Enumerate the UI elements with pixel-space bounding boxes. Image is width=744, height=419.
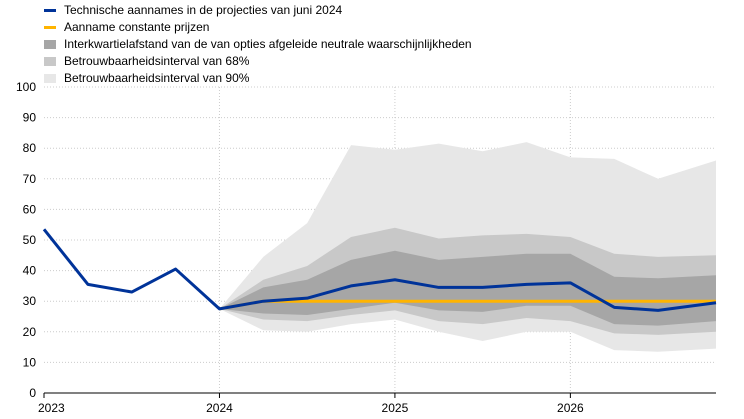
legend-label-projection: Technische aannames in de projecties van…: [64, 3, 343, 17]
legend-label-ci68: Betrouwbaarheidsinterval van 68%: [64, 54, 250, 68]
legend-swatch-ci90: [44, 74, 56, 83]
legend-swatch-projection: [44, 9, 56, 12]
y-tick-label-50: 50: [23, 233, 37, 247]
legend-swatch-constant: [44, 26, 56, 29]
y-tick-label-90: 90: [23, 111, 37, 125]
axes: 0 10 20 30 40 50 60 70 80 90 100 2023 2024 2025 2026: [16, 80, 716, 415]
series-lines: [42, 228, 717, 312]
y-tick-label-30: 30: [23, 294, 37, 308]
y-tick-label-40: 40: [23, 264, 37, 278]
y-tick-label-20: 20: [23, 325, 37, 339]
x-tick-label-2026: 2026: [557, 401, 584, 415]
legend-label-iqr: Interkwartielafstand van de van opties a…: [64, 37, 472, 51]
legend-item-iqr: Interkwartielafstand van de van opties a…: [44, 36, 472, 53]
x-tick-label-2024: 2024: [206, 401, 233, 415]
y-tick-label-70: 70: [23, 172, 37, 186]
x-tick-label-2023: 2023: [38, 401, 65, 415]
legend: Technische aannames in de projecties van…: [44, 2, 472, 87]
legend-swatch-iqr: [44, 40, 56, 49]
bands: [219, 142, 717, 352]
legend-item-projection: Technische aannames in de projecties van…: [44, 2, 472, 19]
legend-swatch-ci68: [44, 57, 56, 66]
legend-item-ci68: Betrouwbaarheidsinterval van 68%: [44, 53, 472, 70]
y-tick-label-100: 100: [16, 80, 36, 94]
y-tick-label-80: 80: [23, 141, 37, 155]
y-tick-label-60: 60: [23, 202, 37, 216]
x-tick-label-2025: 2025: [382, 401, 409, 415]
series-line-projection: [42, 228, 717, 312]
legend-item-ci90: Betrouwbaarheidsinterval van 90%: [44, 70, 472, 87]
legend-item-constant: Aanname constante prijzen: [44, 19, 472, 36]
y-tick-label-10: 10: [23, 355, 37, 369]
y-tick-label-0: 0: [29, 386, 36, 400]
legend-label-constant: Aanname constante prijzen: [64, 20, 210, 34]
legend-label-ci90: Betrouwbaarheidsinterval van 90%: [64, 71, 250, 85]
